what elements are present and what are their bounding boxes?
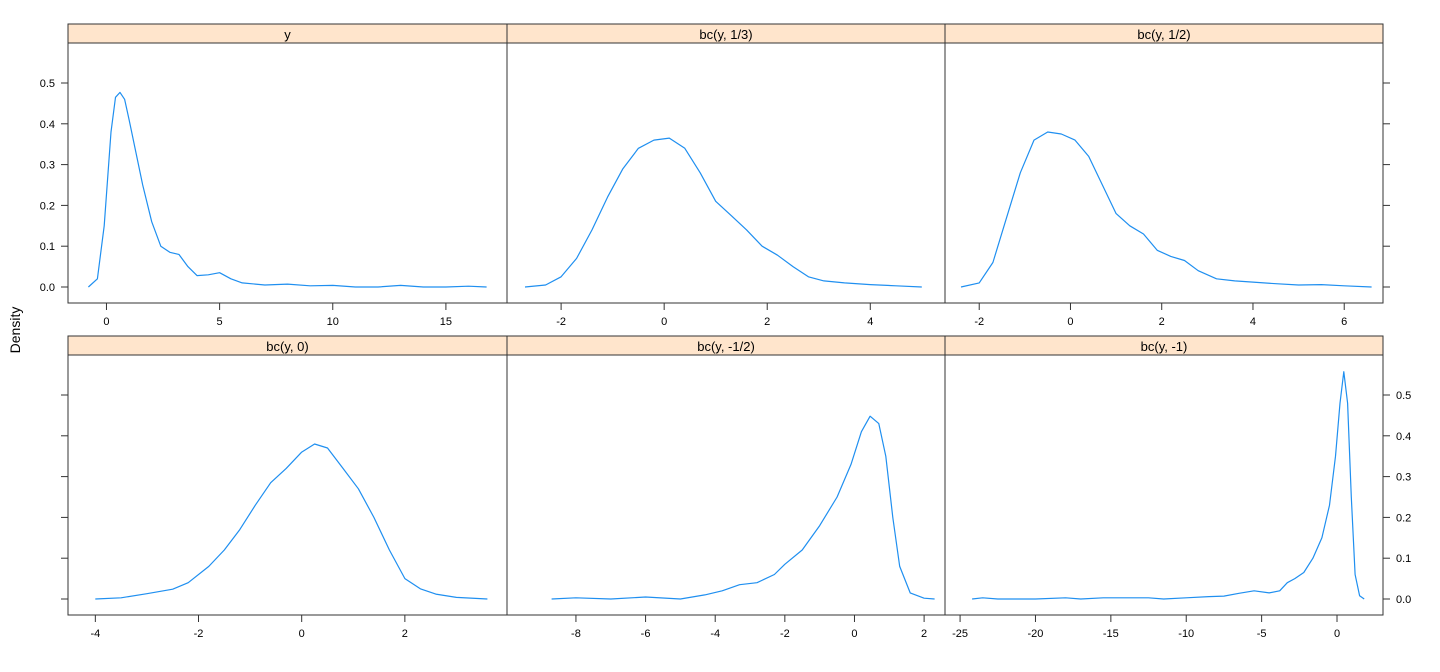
panel-bc-neg-1-2: bc(y, -1/2) -8 -6 -4 -2 0 2: [506, 335, 946, 640]
y-tick-label: 0.2: [1396, 512, 1411, 524]
x-tick-label: -8: [571, 628, 581, 640]
y-tick-label: 0.5: [40, 78, 55, 90]
x-tick-label: 2: [1159, 316, 1165, 328]
density-curve: [960, 131, 1372, 288]
density-curve: [524, 137, 922, 288]
density-curve: [551, 415, 935, 600]
y-tick-label: 0.2: [40, 200, 55, 212]
y-tick-label: 0.1: [40, 241, 55, 253]
x-tick-label: 6: [1341, 316, 1347, 328]
x-tick-label: -4: [90, 628, 100, 640]
x-tick-label: 0: [299, 628, 305, 640]
panel-y: y 0 5 10 15: [67, 23, 508, 328]
x-tick-label: -2: [780, 628, 790, 640]
x-tick-label: 2: [764, 316, 770, 328]
x-tick-label: 0: [661, 316, 667, 328]
x-tick-label: 0: [1334, 628, 1340, 640]
x-tick-label: 15: [440, 316, 452, 328]
y-tick-label: 0.0: [1396, 594, 1411, 606]
x-tick-label: -5: [1257, 628, 1267, 640]
panel-bc-neg-1: bc(y, -1) -25 -20 -15 -10 -5 0: [944, 335, 1384, 640]
x-tick-label: -15: [1103, 628, 1119, 640]
y-axis-label: Density: [7, 307, 23, 354]
panel-frame: [506, 354, 946, 616]
x-tick-label: 5: [217, 316, 223, 328]
density-curve: [87, 91, 487, 288]
x-tick-label: -20: [1028, 628, 1044, 640]
density-curve: [972, 371, 1365, 600]
x-tick-label: 4: [1250, 316, 1256, 328]
strip-label: bc(y, 0): [266, 339, 308, 354]
y-tick-label: 0.5: [1396, 390, 1411, 402]
x-tick-label: -2: [194, 628, 204, 640]
strip-label: bc(y, -1/2): [697, 339, 755, 354]
y-tick-label: 0.3: [40, 160, 55, 172]
panel-frame: [506, 42, 946, 304]
density-curve: [95, 443, 488, 600]
strip-label: y: [284, 27, 291, 42]
panel-frame: [944, 42, 1384, 304]
panel-bc-1-3: bc(y, 1/3) -2 0 2 4: [506, 23, 946, 328]
strip-label: bc(y, 1/2): [1137, 27, 1190, 42]
x-tick-label: -2: [974, 316, 984, 328]
x-tick-label: -10: [1178, 628, 1194, 640]
y-tick-label: 0.4: [1396, 431, 1411, 443]
x-tick-label: 0: [1067, 316, 1073, 328]
x-tick-label: 2: [402, 628, 408, 640]
x-tick-label: -6: [641, 628, 651, 640]
panel-bc-0: bc(y, 0) -4 -2 0 2: [67, 335, 508, 640]
panel-bc-1-2: bc(y, 1/2) -2 0 2 4 6: [944, 23, 1384, 328]
y-tick-label: 0.0: [40, 282, 55, 294]
y-tick-label: 0.1: [1396, 553, 1411, 565]
x-tick-label: -25: [952, 628, 968, 640]
x-tick-label: -2: [556, 316, 566, 328]
x-tick-label: 0: [851, 628, 857, 640]
strip-label: bc(y, 1/3): [699, 27, 752, 42]
x-tick-label: 10: [327, 316, 339, 328]
strip-label: bc(y, -1): [1141, 339, 1188, 354]
x-tick-label: 0: [103, 316, 109, 328]
panel-frame: [67, 42, 508, 304]
y-tick-label: 0.4: [40, 119, 55, 131]
panel-frame: [944, 354, 1384, 616]
y-tick-label: 0.3: [1396, 472, 1411, 484]
x-tick-label: 2: [921, 628, 927, 640]
x-tick-label: 4: [867, 316, 873, 328]
panel-frame: [67, 354, 508, 616]
x-tick-label: -4: [710, 628, 720, 640]
